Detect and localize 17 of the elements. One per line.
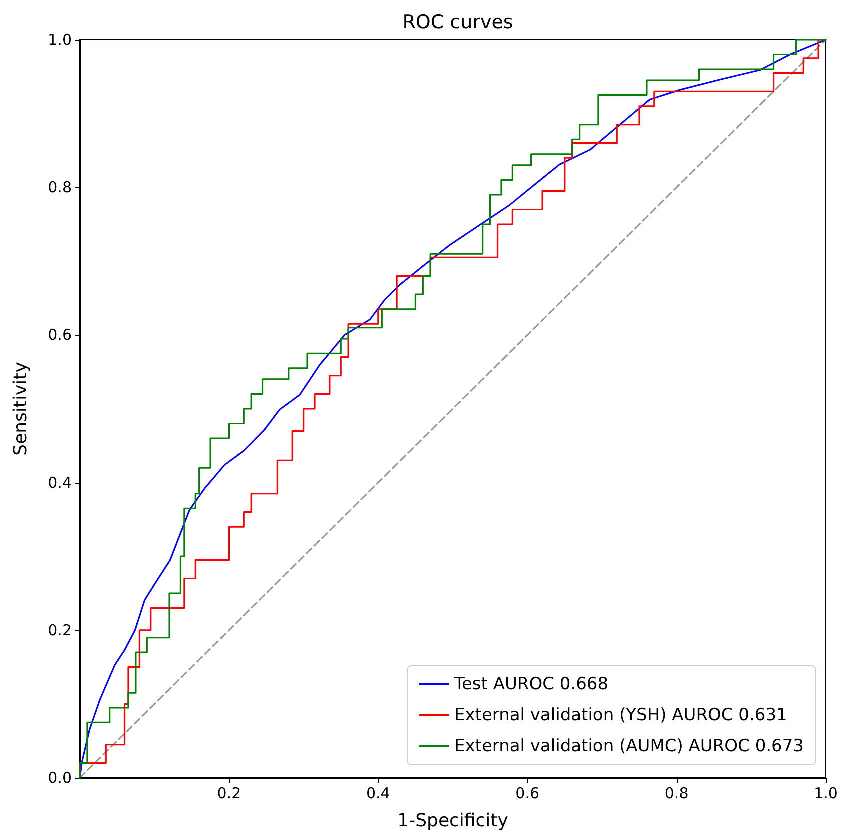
y-tick-label: 0.8 <box>48 178 72 197</box>
y-tick-label: 0.4 <box>48 474 72 492</box>
y-tick-label: 0.6 <box>48 326 72 344</box>
legend-label: Test AUROC 0.668 <box>453 674 609 694</box>
legend-label: External validation (AUMC) AUROC 0.673 <box>454 736 804 756</box>
y-axis-title: Sensitivity <box>10 362 32 456</box>
x-axis-title: 1-Specificity <box>398 810 509 832</box>
y-tick-label: 1.0 <box>48 31 72 49</box>
chart-title: ROC curves <box>402 12 514 34</box>
x-tick-label: 0.8 <box>664 784 689 802</box>
x-tick-label: 0.2 <box>217 784 242 802</box>
legend-label: External validation (YSH) AUROC 0.631 <box>454 706 788 726</box>
y-tick-label: 0.2 <box>48 621 72 640</box>
x-tick-label: 0.4 <box>366 784 390 802</box>
x-tick-label: 0.6 <box>516 784 540 802</box>
x-tick-label: 1.0 <box>814 784 838 802</box>
y-tick-label: 0.0 <box>48 769 72 787</box>
